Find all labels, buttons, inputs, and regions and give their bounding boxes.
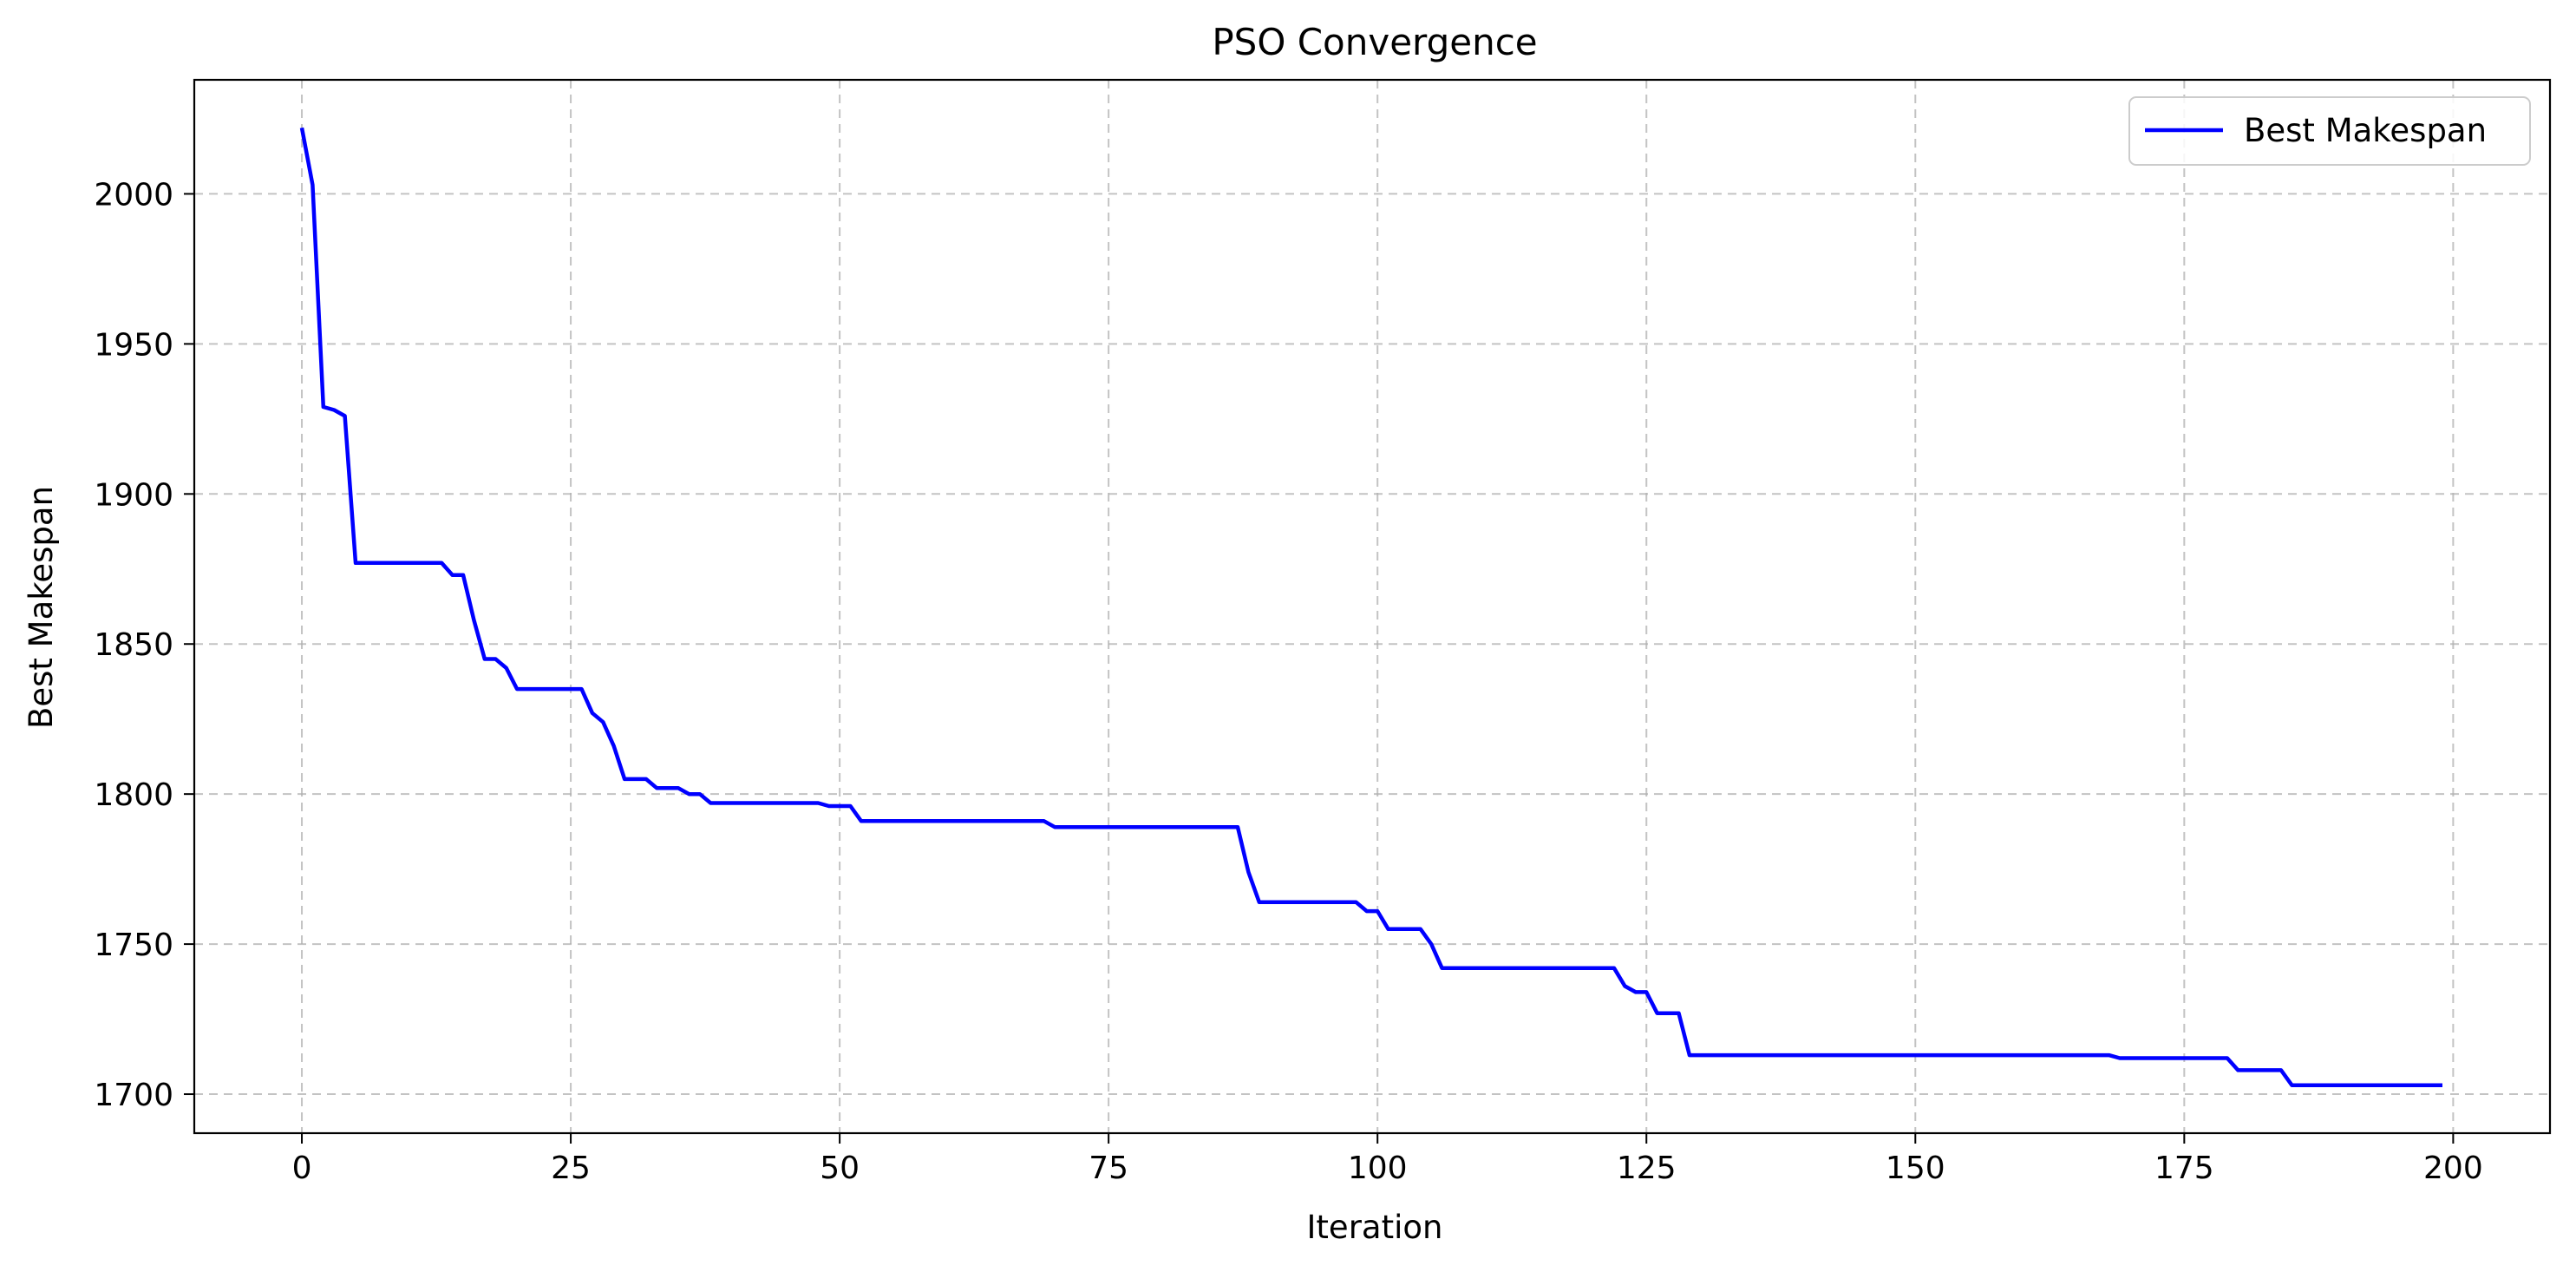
x-tick-label: 175 (2154, 1151, 2214, 1186)
y-axis-label: Best Makespan (23, 486, 60, 729)
y-tick-label: 1900 (94, 477, 173, 513)
x-tick: 75 (1089, 1133, 1128, 1186)
x-tick-label: 75 (1089, 1151, 1128, 1186)
y-tick-label: 1700 (94, 1078, 173, 1113)
x-tick: 200 (2423, 1133, 2483, 1186)
y-tick-label: 1950 (94, 327, 173, 363)
x-tick-label: 200 (2423, 1151, 2483, 1186)
x-axis: 0 25 50 75 100 125 150 175 200 (292, 1133, 2483, 1186)
legend-label: Best Makespan (2244, 112, 2487, 149)
x-tick: 100 (1348, 1133, 1408, 1186)
x-tick: 125 (1617, 1133, 1677, 1186)
x-tick: 0 (292, 1133, 312, 1186)
x-tick: 150 (1886, 1133, 1945, 1186)
x-tick-label: 25 (551, 1151, 591, 1186)
y-tick-label: 2000 (94, 177, 173, 213)
x-tick: 25 (551, 1133, 591, 1186)
x-tick-label: 125 (1617, 1151, 1677, 1186)
legend: Best Makespan (2128, 96, 2531, 166)
y-tick-label: 1750 (94, 928, 173, 963)
y-tick: 1800 (94, 777, 194, 813)
series-layer (299, 127, 2442, 1087)
y-tick: 1950 (94, 327, 194, 363)
grid (194, 80, 2550, 1133)
x-tick-label: 150 (1886, 1151, 1945, 1186)
y-tick: 1850 (94, 627, 194, 663)
y-tick: 1700 (94, 1078, 194, 1113)
y-axis: 1700 1750 1800 1850 1900 1950 2000 (94, 177, 194, 1113)
legend-box (2128, 96, 2531, 166)
y-tick: 1750 (94, 928, 194, 963)
x-tick-label: 50 (820, 1151, 860, 1186)
x-tick-label: 100 (1348, 1151, 1408, 1186)
y-tick: 1900 (94, 477, 194, 513)
y-tick-label: 1850 (94, 627, 173, 663)
x-tick: 50 (820, 1133, 860, 1186)
chart-title: PSO Convergence (1212, 21, 1537, 63)
x-tick-label: 0 (292, 1151, 312, 1186)
x-axis-label: Iteration (1307, 1209, 1443, 1246)
y-tick: 2000 (94, 177, 194, 213)
y-tick-label: 1800 (94, 777, 173, 813)
series-line-best-makespan (299, 127, 2442, 1087)
x-tick: 175 (2154, 1133, 2214, 1186)
plot-frame (193, 78, 2552, 1135)
